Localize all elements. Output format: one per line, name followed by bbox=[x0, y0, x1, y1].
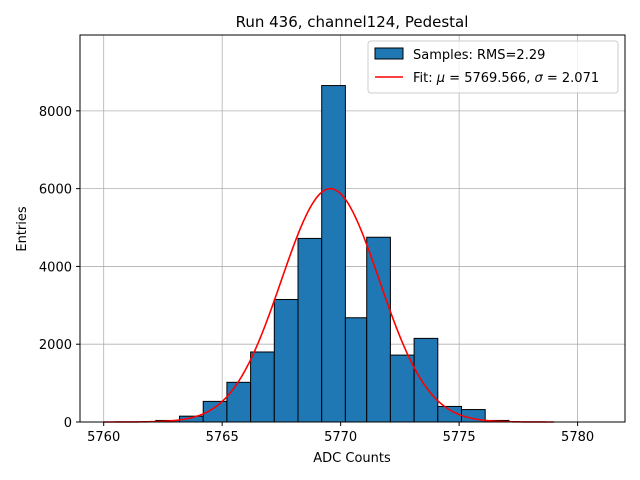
histogram-bar bbox=[366, 236, 391, 423]
legend-box bbox=[367, 40, 619, 94]
legend-fit-mu-text: = 5769.566, bbox=[445, 71, 534, 86]
histogram-bar bbox=[344, 317, 368, 423]
fit-curve bbox=[103, 187, 554, 423]
chart-title: Run 436, channel124, Pedestal bbox=[236, 13, 469, 31]
plot-frame bbox=[79, 34, 626, 423]
histogram-bar bbox=[321, 85, 346, 423]
legend-fit-sigma-text: = 2.071 bbox=[543, 71, 599, 86]
x-tick-label: 5775 bbox=[443, 430, 476, 445]
histogram-bar bbox=[389, 354, 415, 423]
y-tick-label: 2000 bbox=[39, 338, 72, 353]
y-tick-label: 8000 bbox=[39, 105, 72, 120]
y-axis-ticks: 0 2000 4000 6000 8000 bbox=[39, 105, 80, 431]
legend-fit-label: Fit: μ = 5769.566, σ = 2.071 bbox=[413, 71, 599, 86]
histogram-bar bbox=[273, 298, 299, 423]
histogram-bar bbox=[250, 351, 275, 423]
x-tick-label: 5760 bbox=[87, 430, 120, 445]
histogram-bar bbox=[226, 381, 252, 423]
legend-samples-label: Samples: RMS=2.29 bbox=[413, 48, 545, 63]
x-tick-label: 5765 bbox=[206, 430, 239, 445]
y-axis-label: Entries bbox=[15, 206, 30, 252]
x-axis-label: ADC Counts bbox=[313, 451, 391, 466]
y-tick-label: 6000 bbox=[39, 183, 72, 198]
legend-samples-swatch bbox=[374, 47, 404, 60]
y-tick-label: 4000 bbox=[39, 260, 72, 275]
x-tick-label: 5770 bbox=[324, 430, 357, 445]
x-tick-label: 5780 bbox=[561, 430, 594, 445]
histogram-bar bbox=[413, 337, 439, 423]
x-axis-ticks: 5760 5765 5770 5775 5780 bbox=[87, 422, 594, 445]
legend: Samples: RMS=2.29 Fit: μ = 5769.566, σ =… bbox=[367, 40, 619, 94]
histogram-bar bbox=[297, 237, 323, 423]
legend-fit-prefix: Fit: bbox=[413, 71, 437, 86]
y-tick-label: 0 bbox=[64, 416, 72, 431]
histogram-bars bbox=[155, 85, 510, 423]
legend-fit-sigma-symbol: σ bbox=[535, 71, 544, 86]
legend-fit-mu-symbol: μ bbox=[436, 71, 445, 86]
